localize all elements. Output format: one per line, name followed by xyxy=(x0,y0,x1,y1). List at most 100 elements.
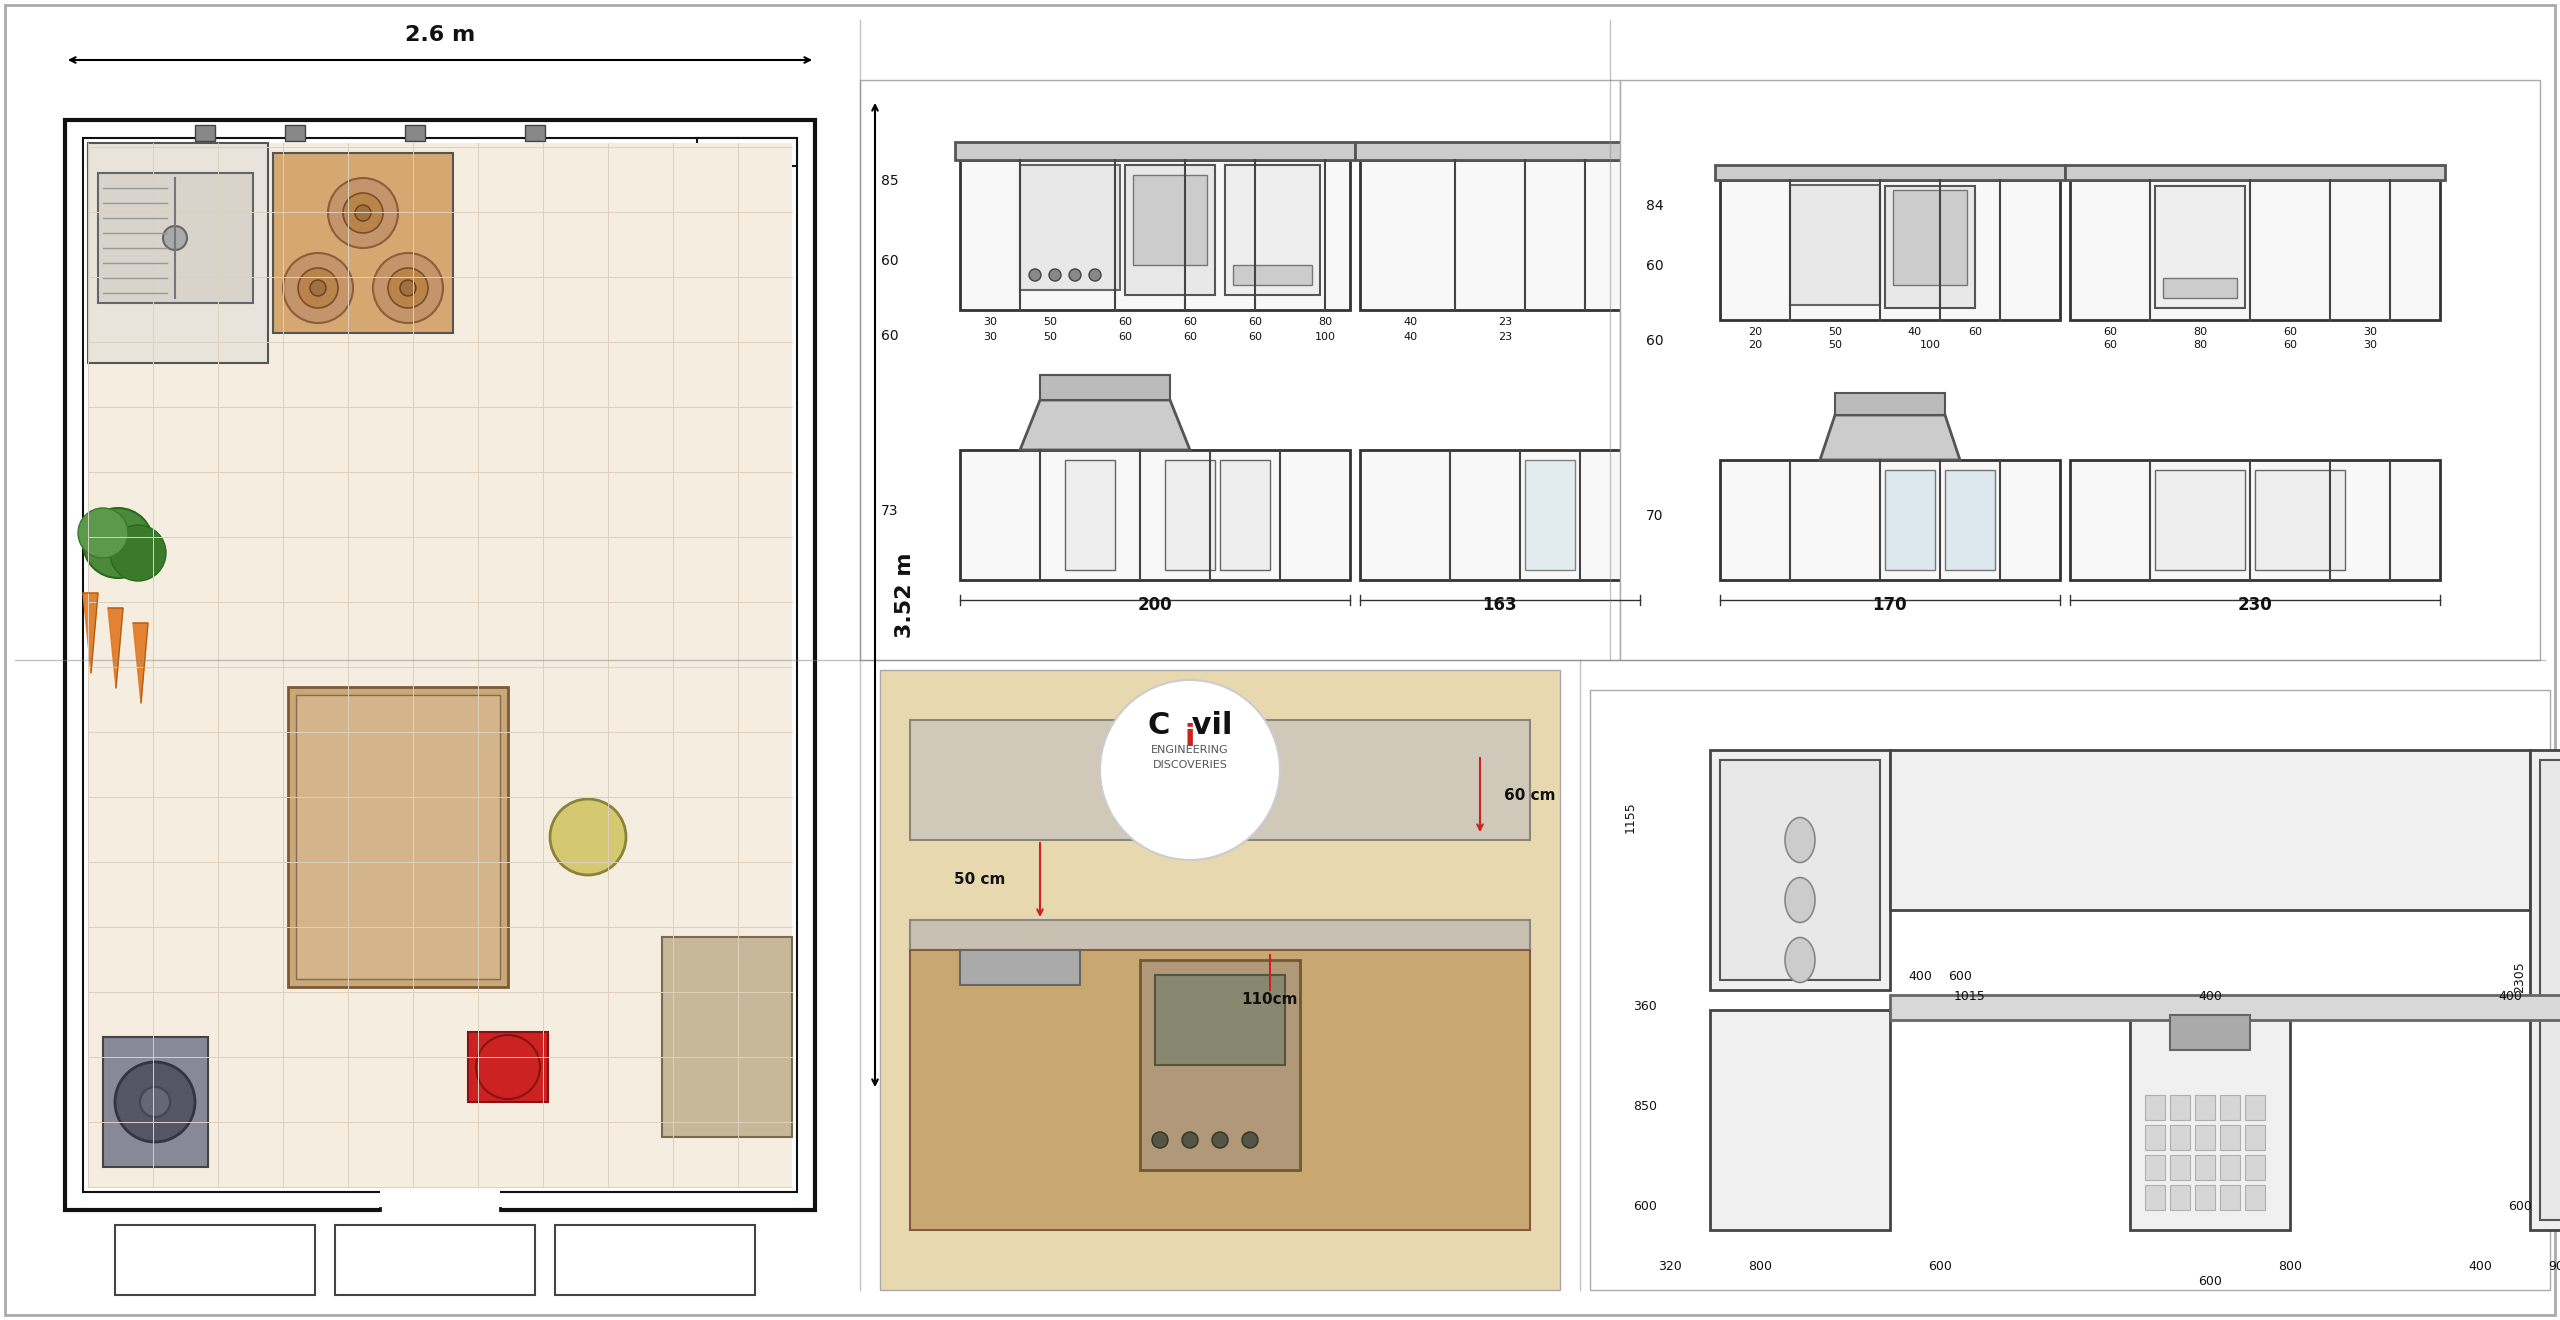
Bar xyxy=(1892,190,1966,285)
Circle shape xyxy=(115,1063,195,1142)
Text: 60: 60 xyxy=(881,329,899,343)
Text: 200: 200 xyxy=(1137,597,1172,614)
Circle shape xyxy=(374,253,443,323)
Text: 600: 600 xyxy=(1633,1200,1656,1213)
Text: 163: 163 xyxy=(1482,597,1518,614)
Bar xyxy=(2163,279,2237,298)
Text: 60: 60 xyxy=(1249,317,1262,327)
Bar xyxy=(1165,459,1216,570)
Circle shape xyxy=(164,226,187,249)
Text: 60: 60 xyxy=(1646,259,1664,273)
Text: 70: 70 xyxy=(1646,510,1664,523)
Bar xyxy=(2130,1010,2291,1230)
Bar xyxy=(82,139,796,1192)
Circle shape xyxy=(1152,1133,1167,1148)
Text: 30: 30 xyxy=(983,333,996,342)
Text: 50: 50 xyxy=(1042,333,1057,342)
Text: 320: 320 xyxy=(1659,1261,1682,1272)
Bar xyxy=(87,147,269,168)
Bar xyxy=(2171,1155,2189,1180)
Circle shape xyxy=(110,525,166,581)
Bar xyxy=(2245,1096,2266,1119)
Bar xyxy=(2171,1015,2250,1049)
Text: 60: 60 xyxy=(1249,333,1262,342)
Bar xyxy=(2071,180,2440,319)
Text: 2.6 m: 2.6 m xyxy=(404,25,476,45)
Text: 60: 60 xyxy=(1183,333,1198,342)
Text: 50: 50 xyxy=(1042,317,1057,327)
Bar xyxy=(860,81,1620,660)
Bar xyxy=(2220,1096,2240,1119)
Text: 60: 60 xyxy=(2284,341,2296,350)
Bar xyxy=(2145,1096,2166,1119)
Text: 850: 850 xyxy=(1633,1100,1656,1113)
Bar xyxy=(64,120,814,1210)
Text: 400: 400 xyxy=(1907,970,1933,983)
Bar xyxy=(287,686,507,987)
Bar xyxy=(909,950,1531,1230)
Bar xyxy=(1946,470,1994,570)
Text: 80: 80 xyxy=(2194,341,2207,350)
Text: 100: 100 xyxy=(1313,333,1336,342)
Bar xyxy=(97,173,253,304)
Text: 60: 60 xyxy=(2102,341,2117,350)
Bar xyxy=(87,143,791,1187)
Bar xyxy=(287,147,417,168)
Text: 60: 60 xyxy=(1183,317,1198,327)
Text: 50: 50 xyxy=(1828,327,1843,337)
Bar xyxy=(2245,1155,2266,1180)
Text: 60: 60 xyxy=(1119,333,1132,342)
Bar xyxy=(663,937,791,1137)
Circle shape xyxy=(389,268,428,308)
Text: 900: 900 xyxy=(2547,1261,2560,1272)
Text: 400: 400 xyxy=(2468,1261,2491,1272)
Text: 400: 400 xyxy=(2499,990,2522,1003)
Bar xyxy=(556,1225,755,1295)
Circle shape xyxy=(1029,269,1042,281)
Bar xyxy=(2194,1185,2214,1210)
Text: 600: 600 xyxy=(2509,1200,2532,1213)
Bar xyxy=(2194,1096,2214,1119)
Text: 40: 40 xyxy=(1403,317,1418,327)
Text: 3.52 m: 3.52 m xyxy=(896,552,914,638)
Bar xyxy=(2245,1125,2266,1150)
Bar xyxy=(2220,1185,2240,1210)
Bar xyxy=(2171,1096,2189,1119)
Bar xyxy=(1221,459,1270,570)
Bar xyxy=(404,125,425,141)
Circle shape xyxy=(476,1035,540,1100)
Bar xyxy=(284,125,305,141)
Bar xyxy=(15,20,865,1290)
Bar xyxy=(335,1225,535,1295)
Bar xyxy=(195,125,215,141)
Text: 110cm: 110cm xyxy=(1242,993,1298,1007)
Text: 23: 23 xyxy=(1498,317,1513,327)
Circle shape xyxy=(141,1086,169,1117)
Bar xyxy=(1359,160,1641,310)
Ellipse shape xyxy=(1784,937,1815,982)
Bar xyxy=(1789,185,1879,305)
Bar xyxy=(909,719,1531,840)
Text: 20: 20 xyxy=(1748,341,1761,350)
Bar xyxy=(2071,459,2440,579)
Text: 100: 100 xyxy=(1920,341,1940,350)
Bar xyxy=(1620,81,2540,660)
Text: 600: 600 xyxy=(1928,1261,1951,1272)
Circle shape xyxy=(328,178,397,248)
Text: C  vil: C vil xyxy=(1147,710,1231,739)
Circle shape xyxy=(1050,269,1060,281)
Bar xyxy=(1526,459,1574,570)
Bar xyxy=(2194,1155,2214,1180)
Bar xyxy=(1720,180,2061,319)
Bar xyxy=(2220,1125,2240,1150)
Bar xyxy=(1234,265,1313,285)
Text: DISCOVERIES: DISCOVERIES xyxy=(1152,760,1226,770)
Text: 73: 73 xyxy=(881,504,899,517)
Circle shape xyxy=(550,799,627,875)
Text: i: i xyxy=(1185,722,1196,751)
Bar xyxy=(1884,186,1974,308)
Circle shape xyxy=(297,268,338,308)
Bar xyxy=(2171,1185,2189,1210)
Bar xyxy=(960,950,1080,985)
Text: 30: 30 xyxy=(2363,327,2378,337)
